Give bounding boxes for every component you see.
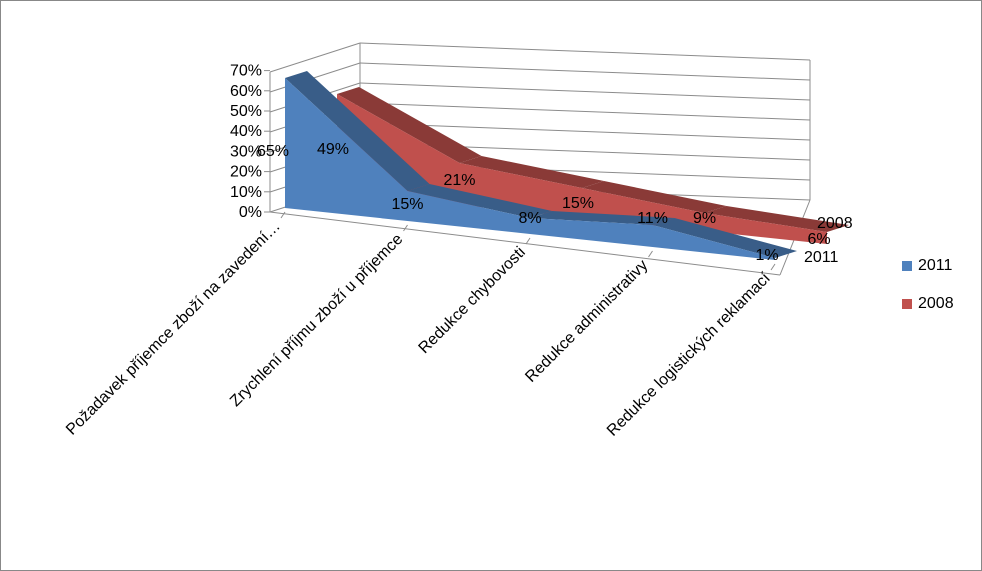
gridline-back: [359, 82, 811, 101]
x-tick: [648, 250, 653, 258]
gridline-back: [359, 102, 811, 121]
data-label-2008: 49%: [317, 141, 349, 158]
data-label-2008: 6%: [807, 231, 830, 248]
series-2011-ribbon: [285, 71, 430, 191]
data-label-2008: 9%: [693, 210, 716, 227]
legend: 2011 2008: [902, 256, 954, 332]
data-label-2011: 65%: [257, 143, 289, 160]
x-tick: [280, 211, 286, 219]
series-2011-area: [285, 71, 797, 260]
x-tick: [403, 224, 408, 232]
series-2008-ribbon: [582, 181, 727, 213]
y-tick-label: 40%: [230, 123, 262, 140]
x-tick-label: Redukce logistických reklamací: [604, 269, 774, 439]
legend-item-2011: 2011: [902, 256, 954, 276]
data-label-2008: 21%: [443, 172, 475, 189]
series-2008-ribbon: [459, 156, 604, 188]
gridline-back: [359, 42, 811, 61]
x-tick-label: Redukce administrativy: [522, 257, 651, 386]
legend-label-2011: 2011: [918, 257, 953, 274]
y-tick-label: 30%: [230, 143, 262, 160]
x-tick-label: Redukce chybovosti: [416, 244, 529, 357]
y-tick-label: 60%: [230, 83, 262, 100]
series-2011-ribbon: [530, 211, 675, 225]
gridline-back: [359, 62, 811, 81]
depth-axis: 2011 2008: [804, 215, 853, 266]
data-labels: 65% 15% 8% 11% 1% 49% 21% 15% 9% 6%: [257, 141, 831, 264]
data-label-2011: 15%: [391, 196, 423, 213]
series-2011-ribbon: [652, 218, 797, 258]
series-2011-face: [285, 78, 775, 260]
gridline-wall: [269, 42, 361, 73]
y-tick-label: 10%: [230, 184, 262, 201]
legend-swatch-2011: [902, 261, 912, 271]
floor-front-edge: [269, 211, 781, 276]
data-label-2008: 15%: [562, 195, 594, 212]
y-tick-label: 70%: [230, 63, 262, 80]
y-tick-label: 50%: [230, 103, 262, 120]
series-2008-ribbon: [337, 87, 482, 163]
x-tick: [770, 263, 776, 271]
legend-label-2008: 2008: [918, 295, 954, 312]
series-2008-ribbon: [704, 206, 849, 232]
legend-item-2008: 2008: [902, 294, 954, 314]
x-tick: [525, 237, 531, 245]
y-tick-label: 0%: [239, 204, 262, 221]
depth-label: 2008: [817, 215, 853, 232]
depth-label: 2011: [804, 249, 839, 266]
data-label-2011: 11%: [637, 210, 668, 227]
x-tick-label: Požadavek příjemce zboží na zavedení…: [63, 218, 284, 439]
series-2011-ribbon: [407, 184, 552, 218]
y-tick-label: 20%: [230, 164, 262, 181]
y-axis: 0% 10% 20% 30% 40% 50% 60% 70%: [230, 63, 270, 221]
legend-swatch-2008: [902, 299, 912, 309]
data-label-2011: 1%: [755, 247, 778, 264]
data-label-2011: 8%: [518, 210, 541, 227]
gridline-back: [359, 122, 811, 141]
